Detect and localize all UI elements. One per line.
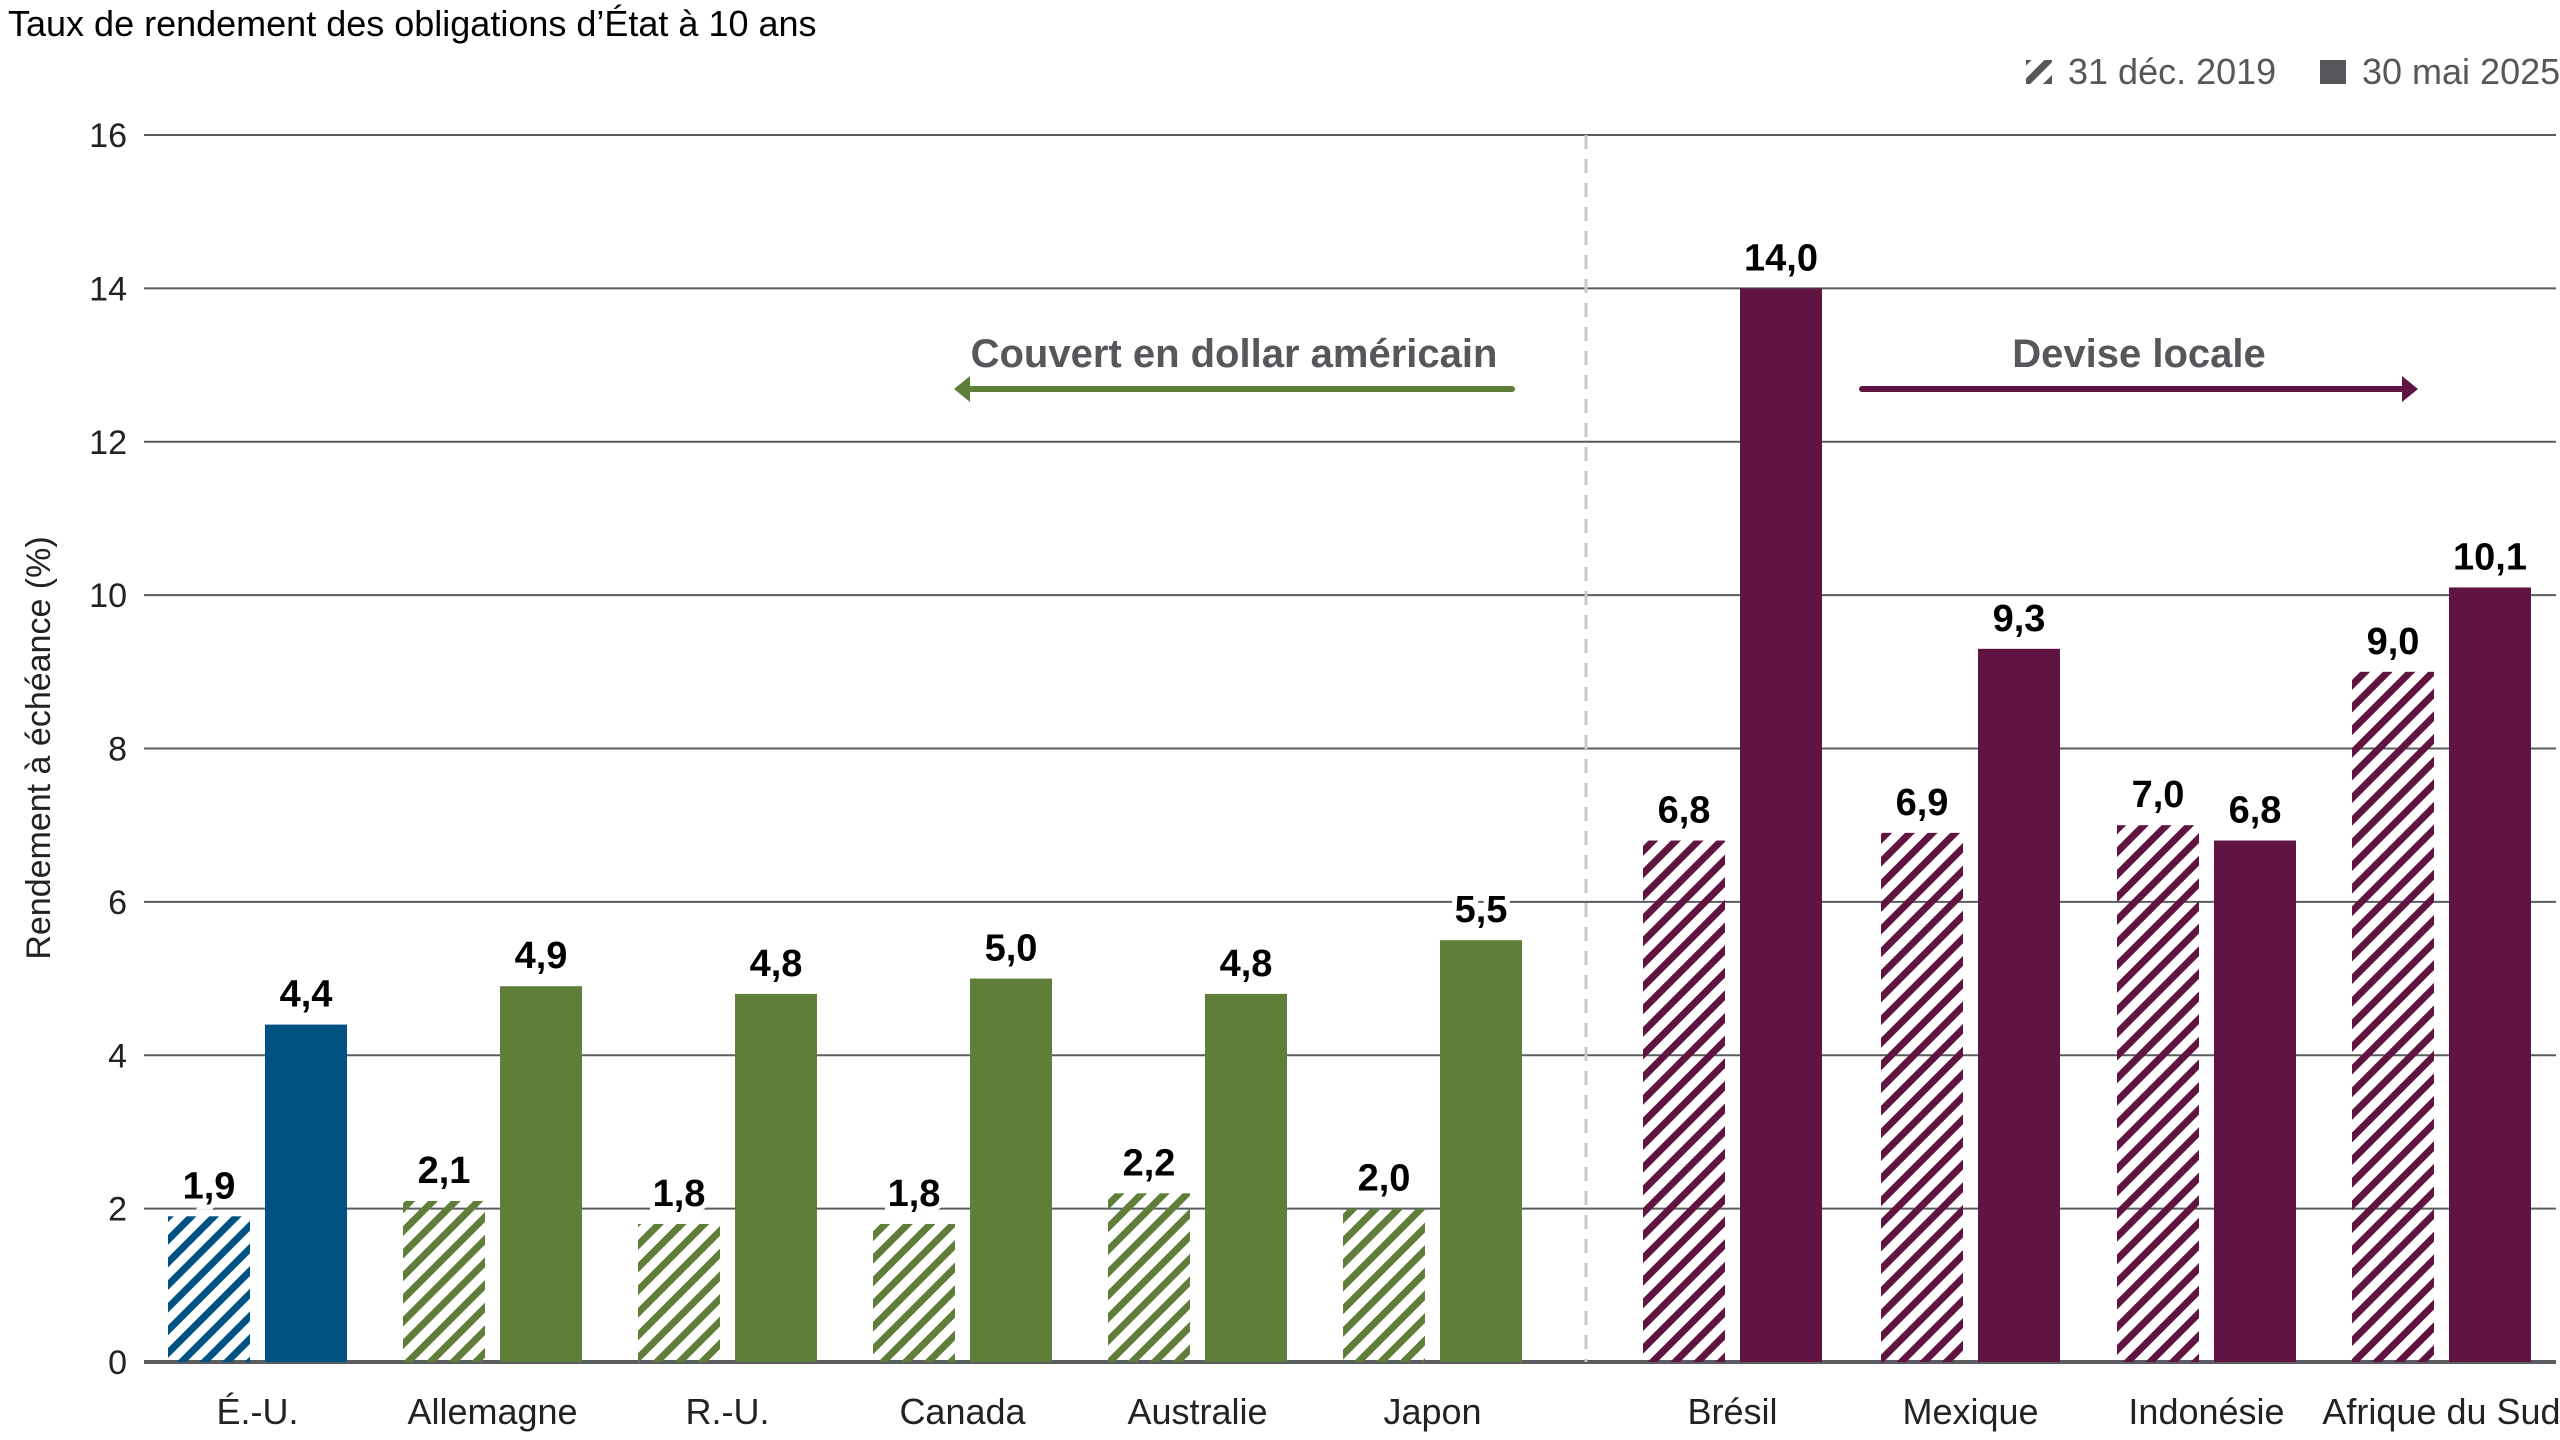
x-tick-label: Canada — [899, 1391, 1026, 1432]
data-label: 9,3 — [1993, 598, 2046, 640]
y-axis-label: Rendement à échéance (%) — [20, 536, 58, 959]
bar-2025 — [1978, 648, 2060, 1362]
y-tick-label: 14 — [89, 270, 127, 308]
data-label: 5,0 — [985, 928, 1038, 970]
bar-2019 — [1881, 832, 1963, 1362]
y-tick-label: 6 — [108, 884, 127, 922]
data-label: 1,8 — [888, 1173, 941, 1215]
bar-2019 — [403, 1200, 485, 1362]
x-tick-label: É.-U. — [216, 1391, 298, 1432]
chart-title: Taux de rendement des obligations d’État… — [8, 3, 817, 44]
legend-label-2025: 30 mai 2025 — [2362, 51, 2560, 92]
data-label: 2,2 — [1123, 1142, 1176, 1184]
x-tick-label: Japon — [1383, 1391, 1481, 1432]
arrow-left-icon-head — [954, 376, 970, 402]
data-label: 2,0 — [1358, 1158, 1411, 1200]
legend-swatch-solid — [2320, 60, 2346, 84]
x-tick-label: Australie — [1127, 1391, 1267, 1432]
bar-2025 — [970, 978, 1052, 1362]
data-label: 4,8 — [1220, 943, 1273, 985]
data-label: 10,1 — [2453, 536, 2527, 578]
y-tick-label: 10 — [89, 577, 127, 615]
annotation-usd-hedged: Couvert en dollar américain — [971, 332, 1498, 376]
bar-2019 — [168, 1216, 250, 1362]
data-label: 7,0 — [2132, 774, 2185, 816]
data-label: 9,0 — [2367, 621, 2420, 663]
data-label: 5,5 — [1455, 889, 1508, 931]
data-label: 1,8 — [653, 1173, 706, 1215]
x-tick-label: Allemagne — [407, 1391, 577, 1432]
x-tick-label: Mexique — [1902, 1391, 2038, 1432]
bar-2019 — [873, 1223, 955, 1362]
bar-2019 — [2117, 825, 2199, 1362]
y-tick-label: 8 — [108, 731, 127, 769]
bar-2019 — [1343, 1208, 1425, 1362]
bar-2025 — [2449, 587, 2531, 1362]
x-tick-label: R.-U. — [686, 1391, 770, 1432]
legend-label-2019: 31 déc. 2019 — [2068, 51, 2276, 92]
x-tick-label: Brésil — [1687, 1391, 1777, 1432]
annotation-local-currency: Devise locale — [2012, 332, 2266, 376]
y-tick-label: 4 — [108, 1037, 127, 1075]
legend: 31 déc. 2019 30 mai 2025 — [2026, 51, 2560, 92]
legend-swatch-hatched — [2026, 60, 2052, 84]
x-tick-label: Indonésie — [2128, 1391, 2284, 1432]
bar-2025 — [265, 1024, 347, 1362]
y-tick-label: 16 — [89, 117, 127, 155]
data-label: 6,9 — [1896, 782, 1949, 824]
bar-2025 — [1205, 993, 1287, 1362]
bar-2019 — [1108, 1193, 1190, 1362]
data-label: 4,9 — [515, 935, 568, 977]
data-label: 4,8 — [750, 943, 803, 985]
data-label: 6,8 — [2229, 790, 2282, 832]
bar-2019 — [2352, 671, 2434, 1362]
bar-2025 — [735, 993, 817, 1362]
bar-2019 — [1643, 840, 1725, 1362]
bar-2019 — [638, 1223, 720, 1362]
bar-2025 — [1740, 288, 1822, 1362]
data-label: 14,0 — [1744, 237, 1818, 279]
y-tick-label: 0 — [108, 1344, 127, 1382]
arrow-right-icon-head — [2402, 376, 2418, 402]
data-label: 4,4 — [280, 974, 333, 1016]
y-tick-label: 2 — [108, 1191, 127, 1229]
y-tick-label: 12 — [89, 424, 127, 462]
x-tick-label: Afrique du Sud — [2322, 1391, 2560, 1432]
bar-2025 — [1440, 940, 1522, 1362]
bar-2025 — [2214, 840, 2296, 1362]
data-label: 2,1 — [418, 1150, 471, 1192]
data-label: 6,8 — [1658, 790, 1711, 832]
bar-2025 — [500, 986, 582, 1362]
data-label: 1,9 — [183, 1165, 236, 1207]
